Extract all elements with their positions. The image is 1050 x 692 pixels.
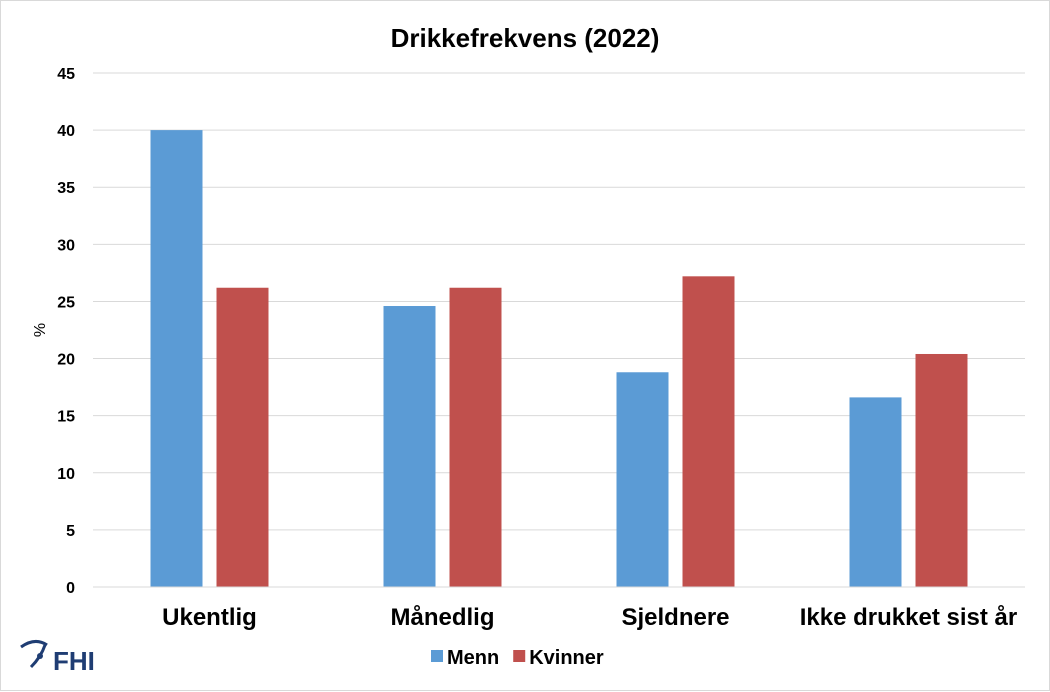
bar-menn-1 [383,306,436,587]
y-tick-label: 20 [57,352,75,369]
fhi-logo: FHI [20,640,95,676]
bars [150,130,968,587]
y-tick-label: 25 [57,294,75,311]
category-label: Ikke drukket sist år [800,604,1017,631]
bar-menn-0 [150,130,203,587]
y-tick-label: 35 [57,180,75,197]
legend-label-menn: Menn [447,647,499,669]
category-labels: Ukentlig Månedlig Sjeldnere Ikke drukket si… [162,604,1017,631]
y-tick-labels: 0 5 10 15 20 25 30 35 40 45 [57,66,75,597]
category-label: Månedlig [390,604,494,631]
bar-kvinner-0 [216,287,269,587]
legend-swatch-kvinner [513,650,526,662]
y-tick-label: 30 [57,237,75,254]
y-tick-label: 40 [57,123,75,140]
fhi-logo-icon [20,640,48,669]
legend-swatch-menn [431,650,443,662]
y-axis-label: % [32,323,49,337]
bar-menn-2 [616,372,669,587]
bar-kvinner-1 [449,287,502,587]
y-tick-label: 15 [57,409,75,426]
bar-menn-3 [849,397,902,587]
bar-kvinner-3 [915,353,968,587]
y-tick-label: 5 [66,523,75,540]
y-tick-label: 0 [66,580,75,597]
fhi-logo-text: FHI [53,646,95,676]
legend: Menn Kvinner [431,647,604,669]
category-label: Sjeldnere [621,604,729,631]
y-tick-label: 45 [57,66,75,83]
y-tick-label: 10 [57,466,75,483]
bar-kvinner-2 [682,276,735,587]
chart-title: Drikkefrekvens (2022) [391,23,660,53]
category-label: Ukentlig [162,604,257,631]
legend-label-kvinner: Kvinner [529,647,604,669]
